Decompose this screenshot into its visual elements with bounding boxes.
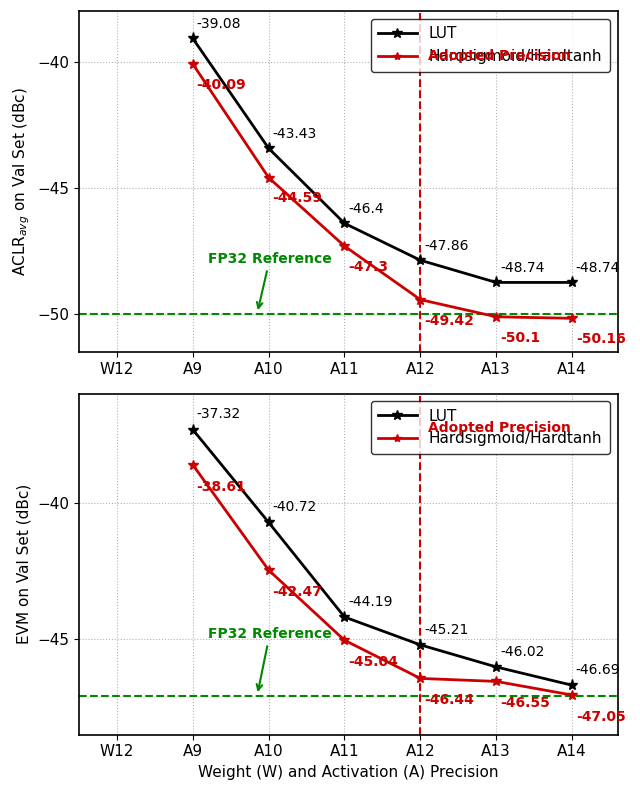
Text: -47.86: -47.86: [424, 239, 468, 252]
LUT: [340, 612, 348, 622]
Hardsigmoid/Hardtanh: [265, 173, 273, 183]
Text: FP32 Reference: FP32 Reference: [208, 626, 332, 690]
Text: -50.1: -50.1: [500, 331, 540, 345]
Text: -46.02: -46.02: [500, 645, 545, 659]
Text: -40.72: -40.72: [273, 500, 317, 514]
Text: -39.08: -39.08: [196, 17, 241, 31]
Hardsigmoid/Hardtanh: [417, 295, 424, 305]
Line: LUT: LUT: [188, 424, 578, 691]
Y-axis label: EVM on Val Set (dBc): EVM on Val Set (dBc): [17, 484, 32, 644]
Hardsigmoid/Hardtanh: [492, 312, 500, 322]
Text: -37.32: -37.32: [196, 407, 241, 422]
Text: -50.16: -50.16: [576, 332, 625, 346]
Text: -43.43: -43.43: [273, 127, 317, 141]
Hardsigmoid/Hardtanh: [492, 676, 500, 686]
Hardsigmoid/Hardtanh: [189, 59, 196, 69]
Text: -46.55: -46.55: [500, 696, 550, 710]
Text: -46.69: -46.69: [576, 663, 620, 677]
LUT: [492, 662, 500, 672]
LUT: [189, 425, 196, 434]
Text: -49.42: -49.42: [424, 313, 474, 327]
Hardsigmoid/Hardtanh: [417, 674, 424, 683]
Text: -44.59: -44.59: [273, 191, 323, 206]
LUT: [340, 218, 348, 228]
LUT: [492, 278, 500, 287]
Line: Hardsigmoid/Hardtanh: Hardsigmoid/Hardtanh: [188, 460, 577, 700]
Hardsigmoid/Hardtanh: [568, 691, 576, 700]
LUT: [189, 34, 196, 44]
Text: -45.04: -45.04: [348, 655, 398, 669]
Text: FP32 Reference: FP32 Reference: [208, 252, 332, 308]
Text: -40.09: -40.09: [196, 78, 246, 92]
Text: -38.61: -38.61: [196, 480, 246, 494]
Line: LUT: LUT: [188, 33, 578, 288]
Hardsigmoid/Hardtanh: [568, 313, 576, 323]
Text: Adopted Precision: Adopted Precision: [428, 49, 571, 63]
LUT: [417, 640, 424, 649]
Hardsigmoid/Hardtanh: [265, 566, 273, 575]
Hardsigmoid/Hardtanh: [189, 460, 196, 470]
Text: -45.21: -45.21: [424, 623, 468, 637]
Legend: LUT, Hardsigmoid/Hardtanh: LUT, Hardsigmoid/Hardtanh: [371, 401, 610, 454]
LUT: [265, 143, 273, 153]
Line: Hardsigmoid/Hardtanh: Hardsigmoid/Hardtanh: [188, 59, 577, 324]
LUT: [568, 680, 576, 690]
Text: -47.3: -47.3: [348, 260, 388, 274]
LUT: [568, 278, 576, 287]
Text: -48.74: -48.74: [500, 261, 545, 274]
Text: Adopted Precision: Adopted Precision: [428, 421, 571, 435]
LUT: [265, 517, 273, 527]
LUT: [417, 255, 424, 265]
Text: -48.74: -48.74: [576, 261, 620, 274]
X-axis label: Weight (W) and Activation (A) Precision: Weight (W) and Activation (A) Precision: [198, 765, 499, 780]
Y-axis label: ACLR$_{avg}$ on Val Set (dBc): ACLR$_{avg}$ on Val Set (dBc): [11, 87, 32, 276]
Text: -47.05: -47.05: [576, 710, 625, 724]
Legend: LUT, Hardsigmoid/Hardtanh: LUT, Hardsigmoid/Hardtanh: [371, 19, 610, 72]
Text: -46.4: -46.4: [348, 202, 384, 216]
Text: -46.44: -46.44: [424, 694, 474, 707]
Hardsigmoid/Hardtanh: [340, 241, 348, 251]
Hardsigmoid/Hardtanh: [340, 635, 348, 645]
Text: -42.47: -42.47: [273, 585, 323, 599]
Text: -44.19: -44.19: [348, 595, 393, 609]
